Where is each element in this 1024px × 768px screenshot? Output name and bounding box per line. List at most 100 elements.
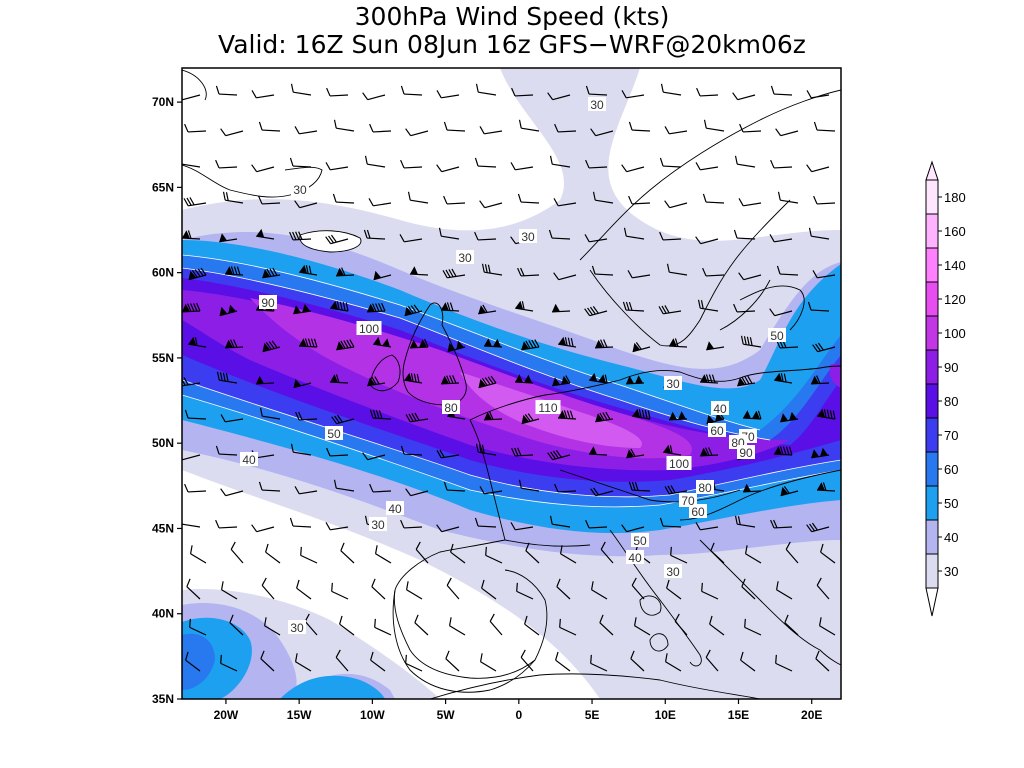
- wind-barb: [666, 263, 688, 276]
- contour-label: 60: [691, 505, 705, 519]
- contour-label-bg: [708, 423, 726, 437]
- contour-label: 40: [713, 402, 727, 416]
- wind-barb: [774, 372, 793, 384]
- wind-barb: [589, 372, 608, 384]
- wind-barb: [289, 517, 312, 528]
- wind-barb: [436, 90, 460, 99]
- wind-barb: [220, 128, 244, 137]
- wind-barb: [554, 123, 577, 133]
- contour-label: 30: [458, 251, 472, 265]
- wind-barb: [816, 577, 830, 600]
- wind-barb: [436, 164, 460, 173]
- wind-barb: [298, 338, 318, 348]
- wind-barb: [331, 582, 349, 600]
- wind-barb: [440, 302, 460, 312]
- wind-barb: [590, 654, 608, 672]
- colorbar-label: 100: [944, 326, 966, 341]
- contour-label: 100: [669, 457, 689, 471]
- wind-barb: [547, 450, 571, 461]
- wind-barb: [813, 121, 836, 132]
- colorbar: 180 160 140 120 100 90 80 70 60 50 40 30: [925, 160, 966, 617]
- wind-barb: [521, 413, 540, 425]
- wind-barb: [628, 121, 651, 132]
- wind-barb: [289, 231, 312, 241]
- wind-barb: [185, 651, 201, 672]
- wind-barb: [699, 447, 719, 457]
- colorbar-top-arrow: [925, 160, 939, 181]
- wind-barb: [811, 447, 830, 459]
- colorbar-swatch: [925, 349, 939, 385]
- contour-label: 80: [698, 481, 712, 495]
- colorbar-swatch: [925, 485, 939, 521]
- wind-barb: [289, 157, 312, 168]
- wind-barb: [260, 650, 275, 672]
- wind-barb: [362, 92, 386, 101]
- wind-barb: [553, 198, 577, 207]
- contour-label-bg: [356, 321, 382, 335]
- wind-barb: [511, 87, 534, 97]
- wind-barb: [446, 577, 460, 600]
- contour-label: 40: [242, 453, 256, 467]
- contour-label: 40: [388, 502, 402, 516]
- wind-barb: [663, 444, 682, 456]
- wind-barb: [409, 338, 429, 349]
- wind-barb: [739, 123, 762, 133]
- contour-label-bg: [535, 400, 561, 414]
- wind-barb: [517, 193, 540, 204]
- wind-barb: [216, 371, 238, 384]
- wind-barb: [775, 581, 793, 600]
- wind-barb: [182, 302, 201, 313]
- wind-barb: [370, 651, 386, 672]
- wind-barb: [335, 649, 349, 672]
- wind-barb: [296, 579, 312, 600]
- wind-barb: [510, 522, 534, 531]
- wind-barb: [658, 305, 682, 315]
- wind-barb: [695, 236, 719, 245]
- wind-barb: [770, 85, 793, 96]
- contour-label-bg: [737, 445, 755, 459]
- contour-label: 50: [327, 427, 341, 441]
- lon-tick-label: 15E: [728, 708, 749, 722]
- contour-label-bg: [288, 620, 306, 634]
- wind-barb: [626, 448, 645, 459]
- wind-barb: [474, 517, 497, 528]
- wind-barb: [224, 339, 244, 349]
- wind-barb: [548, 229, 571, 240]
- wind-barb: [336, 339, 355, 351]
- wind-barb: [325, 234, 349, 245]
- contour-label-bg: [291, 182, 309, 196]
- wind-barb: [785, 541, 799, 564]
- wind-barb: [633, 617, 651, 636]
- wind-barb: [262, 267, 281, 279]
- wind-barb: [220, 654, 238, 672]
- wind-barb: [325, 162, 349, 171]
- contour-label: 80: [444, 401, 458, 415]
- contour-label-bg: [666, 456, 692, 470]
- wind-barb: [189, 618, 207, 636]
- contour-label: 100: [359, 322, 379, 336]
- wind-barb: [706, 411, 725, 425]
- wind-barb: [742, 483, 762, 493]
- wind-barb: [255, 375, 275, 385]
- wind-barb: [517, 267, 540, 277]
- contour-lines: [182, 254, 841, 508]
- wind-barb: [518, 119, 540, 132]
- wind-barb: [776, 265, 799, 276]
- colorbar-label: 140: [944, 258, 966, 273]
- wind-barb: [807, 301, 830, 312]
- wind-barb: [400, 519, 423, 529]
- wind-barb: [820, 543, 836, 564]
- wind-barb: [590, 128, 614, 137]
- chart-title: 300hPa Wind Speed (kts): [354, 2, 670, 31]
- wind-barb: [215, 445, 238, 456]
- wind-barb: [300, 546, 318, 564]
- wind-barb: [438, 227, 460, 240]
- wind-barb: [369, 483, 392, 493]
- coastlines: [182, 69, 841, 699]
- colorbar-swatch: [925, 383, 939, 419]
- colorbar-label: 90: [944, 360, 958, 375]
- wind-barb: [293, 378, 312, 389]
- wind-barb: [559, 545, 577, 564]
- wind-barb: [230, 541, 244, 564]
